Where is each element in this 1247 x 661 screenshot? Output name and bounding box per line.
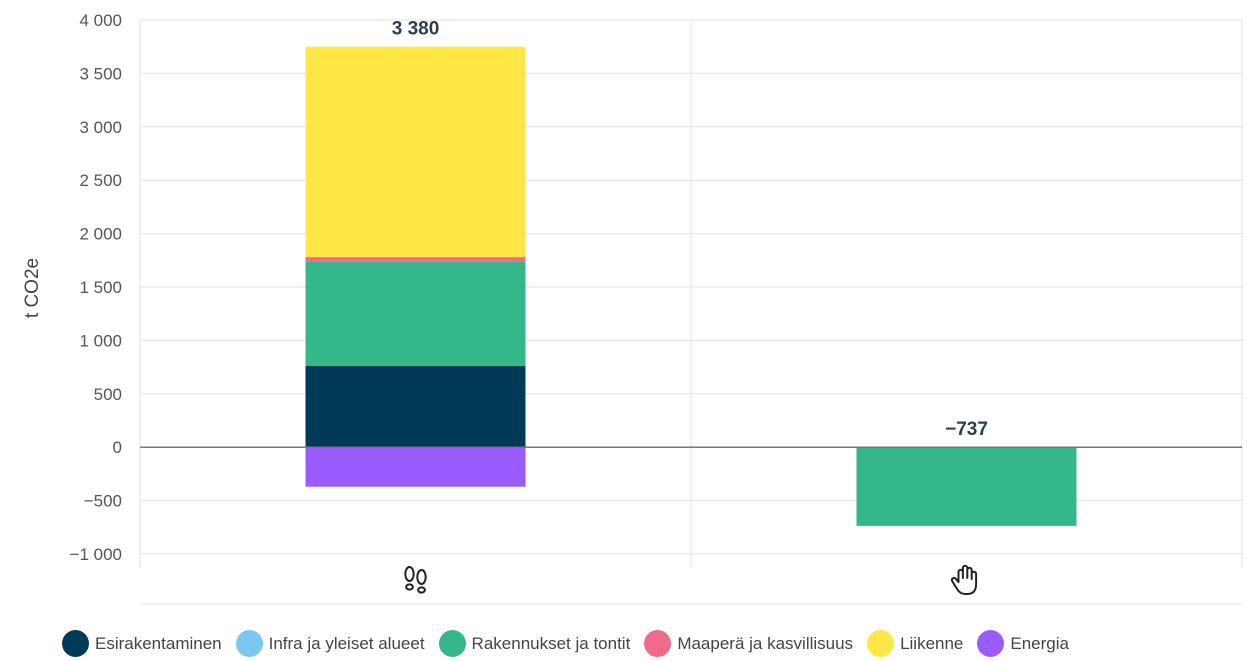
gridlines — [139, 19, 1243, 605]
data-labels: 3 380 −737 — [392, 19, 988, 441]
hand-icon — [950, 564, 978, 595]
legend-swatch — [644, 630, 672, 657]
y-axis-label: t CO2e — [22, 258, 43, 318]
y-axis-ticks: −1 000 −500 0 500 1 000 1 500 2 000 2 500 3 000 3… — [70, 11, 122, 564]
y-tick-label: 2 500 — [79, 171, 122, 190]
y-tick-label: 2 000 — [79, 225, 122, 244]
legend-swatch — [438, 630, 466, 657]
chart: −1 000 −500 0 500 1 000 1 500 2 000 2 500 3 000 3… — [22, 11, 1243, 605]
y-tick-label: 500 — [94, 385, 122, 404]
bar-segment — [305, 447, 526, 487]
y-tick-label: −1 000 — [70, 545, 122, 564]
bar-segment — [856, 447, 1077, 526]
y-tick-label: 3 000 — [79, 118, 122, 137]
legend-label: Esirakentaminen — [95, 633, 222, 653]
y-tick-label: 3 500 — [79, 64, 122, 83]
footprints-icon — [404, 566, 427, 594]
legend-swatch — [62, 630, 89, 657]
legend-item[interactable]: Infra ja yleiset alueet — [235, 630, 425, 657]
total-label: 3 380 — [392, 19, 440, 40]
y-tick-label: 1 500 — [79, 278, 122, 297]
legend-swatch — [867, 630, 895, 657]
legend-item[interactable]: Maaperä ja kasvillisuus — [644, 630, 853, 657]
legend-item[interactable]: Energia — [977, 630, 1069, 657]
y-tick-label: 0 — [113, 438, 122, 457]
legend-item[interactable]: Liikenne — [867, 630, 963, 657]
legend-item[interactable]: Rakennukset ja tontit — [438, 630, 631, 657]
x-axis-icons — [404, 564, 978, 595]
legend-label: Rakennukset ja tontit — [471, 633, 631, 653]
bar-segment — [305, 261, 526, 367]
legend-swatch — [977, 630, 1005, 657]
legend-label: Liikenne — [900, 633, 964, 653]
total-label: −737 — [945, 419, 988, 440]
legend-item[interactable]: Esirakentaminen — [62, 630, 222, 657]
bar-segment — [305, 366, 526, 448]
legend-label: Infra ja yleiset alueet — [268, 633, 425, 653]
legend: Esirakentaminen Infra ja yleiset alueet Ra… — [62, 630, 1083, 657]
legend-swatch — [235, 630, 263, 657]
y-tick-label: 1 000 — [79, 331, 122, 350]
y-tick-label: −500 — [84, 492, 122, 511]
bars — [305, 46, 1077, 526]
legend-label: Maaperä ja kasvillisuus — [677, 633, 854, 653]
bar-segment — [305, 257, 526, 262]
legend-label: Energia — [1010, 633, 1069, 653]
y-tick-label: 4 000 — [79, 11, 122, 30]
bar-segment — [305, 46, 526, 258]
